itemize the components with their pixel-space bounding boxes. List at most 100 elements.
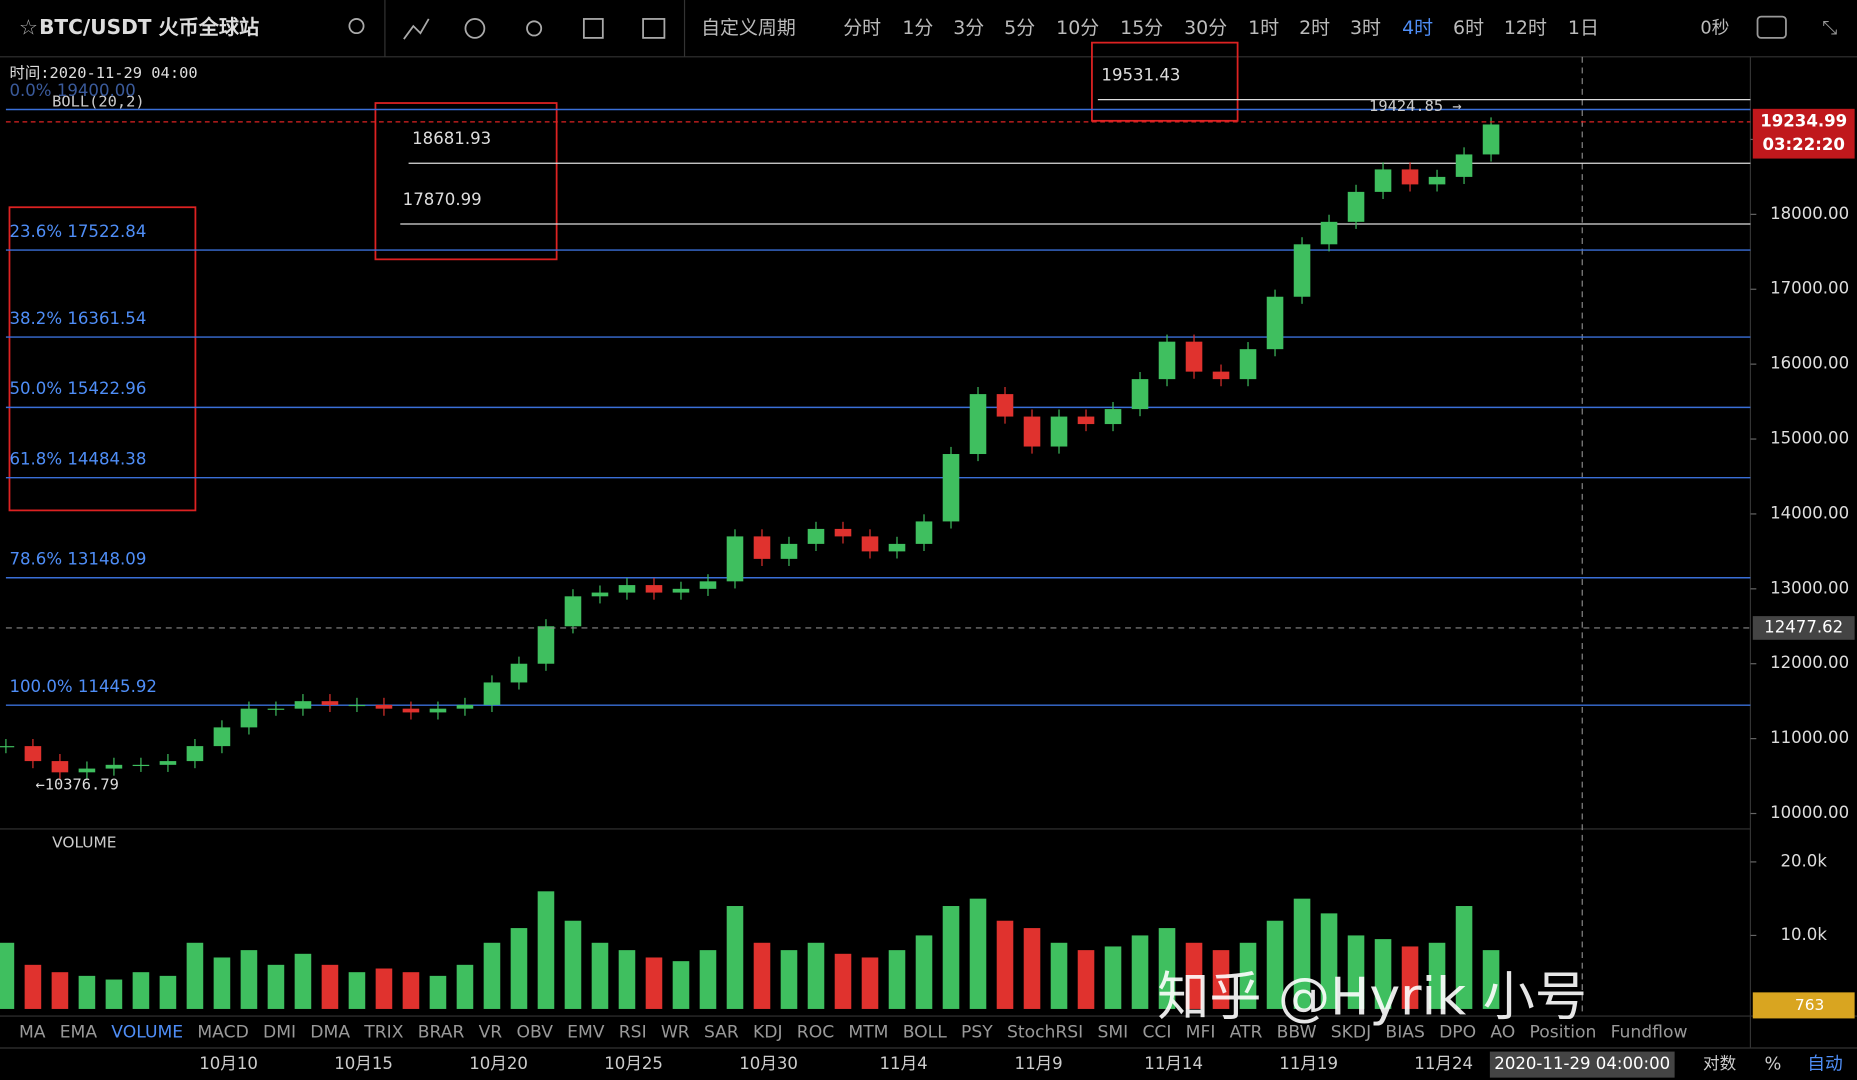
indicator-tab[interactable]: WR <box>661 1023 690 1043</box>
volume-bar <box>375 968 393 1009</box>
percent-toggle[interactable]: % <box>1764 1055 1781 1075</box>
boll-label[interactable]: BOLL(20,2) <box>52 92 145 110</box>
auto-toggle[interactable]: 自动 <box>1807 1054 1843 1075</box>
candle <box>1428 176 1446 185</box>
countdown-setting[interactable]: 0秒 <box>1700 17 1729 38</box>
volume-bar <box>24 964 42 1009</box>
indicator-tab[interactable]: VR <box>479 1023 503 1043</box>
volume-bar <box>267 964 285 1009</box>
volume-bar <box>159 975 177 1009</box>
indicator-tab[interactable]: StochRSI <box>1007 1023 1083 1043</box>
volume-bar <box>213 957 231 1009</box>
volume-bar <box>591 942 609 1009</box>
layout-icon[interactable] <box>582 18 604 39</box>
indicator-tab[interactable]: BRAR <box>418 1023 465 1043</box>
period-tab[interactable]: 1分 <box>902 17 933 39</box>
candle <box>1482 124 1500 155</box>
period-tab[interactable]: 12时 <box>1504 17 1547 39</box>
indicator-tab[interactable]: DMI <box>263 1023 296 1043</box>
indicator-tab[interactable]: EMV <box>567 1023 605 1043</box>
theme-icon[interactable] <box>526 20 543 37</box>
watermark: 知乎 @Hyrik 小号 <box>1157 968 1587 1028</box>
indicator-tab[interactable]: DMA <box>310 1023 350 1043</box>
indicator-tab[interactable]: BOLL <box>903 1023 948 1043</box>
indicator-tab[interactable]: EMA <box>60 1023 98 1043</box>
candle <box>1023 416 1041 447</box>
volume-label[interactable]: VOLUME <box>52 834 116 852</box>
search-icon[interactable] <box>348 18 365 35</box>
crosshair-time: 2020-11-29 04:00:00 <box>1494 1054 1670 1073</box>
indicator-tab[interactable]: ATR <box>1230 1023 1263 1043</box>
indicator-tab[interactable]: OBV <box>516 1023 553 1043</box>
candle <box>1050 416 1068 447</box>
indicator-tab[interactable]: KDJ <box>753 1023 783 1043</box>
period-tab[interactable]: 分时 <box>843 17 881 39</box>
indicator-tab[interactable]: SAR <box>704 1023 739 1043</box>
indicator-icon[interactable] <box>403 18 430 40</box>
indicator-tab[interactable]: DPO <box>1439 1023 1476 1043</box>
indicator-tab[interactable]: BBW <box>1277 1023 1317 1043</box>
indicator-tab[interactable]: Position <box>1530 1023 1597 1043</box>
indicator-tab[interactable]: RSI <box>619 1023 647 1043</box>
volume-bar <box>1320 913 1338 1009</box>
volume-bar <box>240 950 258 1009</box>
indicator-tab[interactable]: MFI <box>1186 1023 1216 1043</box>
volume-bar <box>483 942 501 1009</box>
period-tab[interactable]: 6时 <box>1453 17 1484 39</box>
log-toggle[interactable]: 对数 <box>1703 1054 1737 1073</box>
period-tab[interactable]: 10分 <box>1056 17 1099 39</box>
volume-bar <box>1212 950 1230 1009</box>
period-tab[interactable]: 3时 <box>1350 17 1381 39</box>
indicator-tab[interactable]: BIAS <box>1385 1023 1424 1043</box>
chart-icon[interactable] <box>642 18 666 39</box>
x-tick-label: 10月30 <box>739 1054 798 1073</box>
volume-bar <box>726 906 744 1009</box>
y-tick-label: 10000.00 <box>1770 803 1849 822</box>
candle <box>942 454 960 522</box>
volume-bar <box>456 964 474 1009</box>
period-tab[interactable]: 30分 <box>1184 17 1227 39</box>
indicator-tab[interactable]: ROC <box>797 1023 834 1043</box>
period-tab[interactable]: 4时 <box>1402 17 1433 39</box>
indicator-tab[interactable]: AO <box>1490 1023 1515 1043</box>
x-tick-label: 10月10 <box>199 1054 258 1073</box>
volume-bar <box>402 972 420 1009</box>
candle <box>1158 341 1176 380</box>
price-line-label: 18681.93 <box>412 129 491 148</box>
symbol[interactable]: BTC/USDT 火币全球站 <box>39 15 259 39</box>
period-tab[interactable]: 3分 <box>953 17 984 39</box>
period-tab[interactable]: 1时 <box>1248 17 1279 39</box>
period-tab[interactable]: 5分 <box>1004 17 1035 39</box>
volume-bar <box>780 950 798 1009</box>
fullscreen-icon[interactable]: ⤡ <box>1822 17 1837 39</box>
volume-bar <box>537 891 555 1009</box>
settings-icon[interactable] <box>464 18 486 39</box>
period-tab[interactable]: 1日 <box>1568 17 1599 39</box>
candle <box>402 708 420 713</box>
indicator-tab[interactable]: MA <box>19 1023 46 1043</box>
candle <box>1455 154 1473 177</box>
x-tick-label: 10月25 <box>604 1054 663 1073</box>
indicator-tab[interactable]: PSY <box>961 1023 993 1043</box>
period-tab[interactable]: 15分 <box>1120 17 1163 39</box>
indicator-tab[interactable]: MTM <box>848 1023 888 1043</box>
candle <box>618 585 636 593</box>
indicator-tab[interactable]: TRIX <box>363 1023 403 1043</box>
custom-period[interactable]: 自定义周期 <box>701 17 796 39</box>
camera-icon[interactable] <box>1756 15 1787 39</box>
indicator-tab[interactable]: SKDJ <box>1331 1023 1371 1043</box>
candle <box>591 592 609 597</box>
volume-bar <box>132 972 150 1009</box>
star-icon[interactable]: ☆ <box>19 15 38 40</box>
period-tab[interactable]: 2时 <box>1299 17 1330 39</box>
candle <box>1374 169 1392 192</box>
indicator-tab[interactable]: Fundflow <box>1611 1023 1688 1043</box>
volume-last-box <box>1752 992 1855 1019</box>
volume-bar <box>1077 950 1095 1009</box>
indicator-tab[interactable]: VOLUME <box>111 1023 183 1043</box>
indicator-tab[interactable]: SMI <box>1097 1023 1128 1043</box>
indicator-tab[interactable]: MACD <box>197 1023 248 1043</box>
volume-bar <box>861 957 879 1009</box>
indicator-tab[interactable]: CCI <box>1142 1023 1171 1043</box>
